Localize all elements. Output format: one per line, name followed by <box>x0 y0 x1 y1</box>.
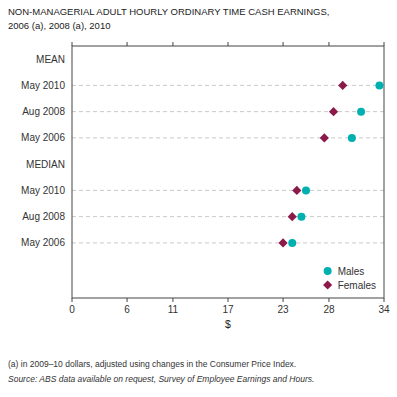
point <box>278 238 287 247</box>
point <box>302 186 310 194</box>
x-tick-label: 17 <box>222 304 234 315</box>
x-tick-label: 11 <box>168 304 179 315</box>
footnote: Source: ABS data available on request, S… <box>8 374 314 384</box>
title: NON-MANAGERIAL ADULT HOURLY ORDINARY TIM… <box>8 6 329 17</box>
point <box>292 186 301 195</box>
row-line <box>72 85 384 86</box>
x-tick-label: 6 <box>124 304 130 315</box>
legend-label: Females <box>338 280 376 291</box>
x-tick-top <box>72 42 73 46</box>
x-tick <box>384 298 385 302</box>
point <box>357 108 365 116</box>
legend-marker <box>324 267 332 275</box>
point <box>288 212 297 221</box>
category-label: May 2006 <box>21 132 65 143</box>
x-tick <box>328 298 329 302</box>
category-label: May 2006 <box>21 237 65 248</box>
category-label: Aug 2008 <box>22 211 65 222</box>
x-tick-top <box>328 42 329 46</box>
x-axis-label: $ <box>225 318 231 330</box>
point <box>329 107 338 116</box>
point <box>320 133 329 142</box>
category-label: May 2010 <box>21 185 65 196</box>
category-label: Aug 2008 <box>22 106 65 117</box>
legend: Males Females <box>323 266 376 291</box>
chart: NON-MANAGERIAL ADULT HOURLY ORDINARY TIM… <box>0 0 397 397</box>
legend-marker <box>323 280 332 289</box>
point <box>348 134 356 142</box>
x-tick <box>72 298 73 302</box>
legend-label: Males <box>338 266 365 277</box>
point <box>338 81 347 90</box>
x-tick <box>127 298 128 302</box>
x-tick-label: 28 <box>323 304 335 315</box>
x-tick-label: 34 <box>378 304 390 315</box>
category-label: MEAN <box>36 54 65 65</box>
x-tick <box>283 298 284 302</box>
points <box>278 81 383 248</box>
x-tick-top <box>228 42 229 46</box>
point <box>375 81 383 89</box>
x-tick-top <box>127 42 128 46</box>
row-line <box>72 242 384 243</box>
x-tick-label: 0 <box>69 304 75 315</box>
plot-frame <box>72 46 384 298</box>
footnote: (a) in 2009–10 dollars, adjusted using c… <box>8 359 296 369</box>
x-tick-top <box>172 42 173 46</box>
category-label: MEDIAN <box>26 159 65 170</box>
row-line <box>72 137 384 138</box>
row-line <box>72 216 384 217</box>
point <box>288 239 296 247</box>
x-tick-top <box>384 42 385 46</box>
point <box>297 213 305 221</box>
x-tick <box>228 298 229 302</box>
x-tick-top <box>283 42 284 46</box>
subtitle: 2006 (a), 2008 (a), 2010 <box>8 20 110 31</box>
category-label: May 2010 <box>21 80 65 91</box>
x-tick-label: 23 <box>277 304 289 315</box>
x-tick <box>172 298 173 302</box>
row-line <box>72 190 384 191</box>
